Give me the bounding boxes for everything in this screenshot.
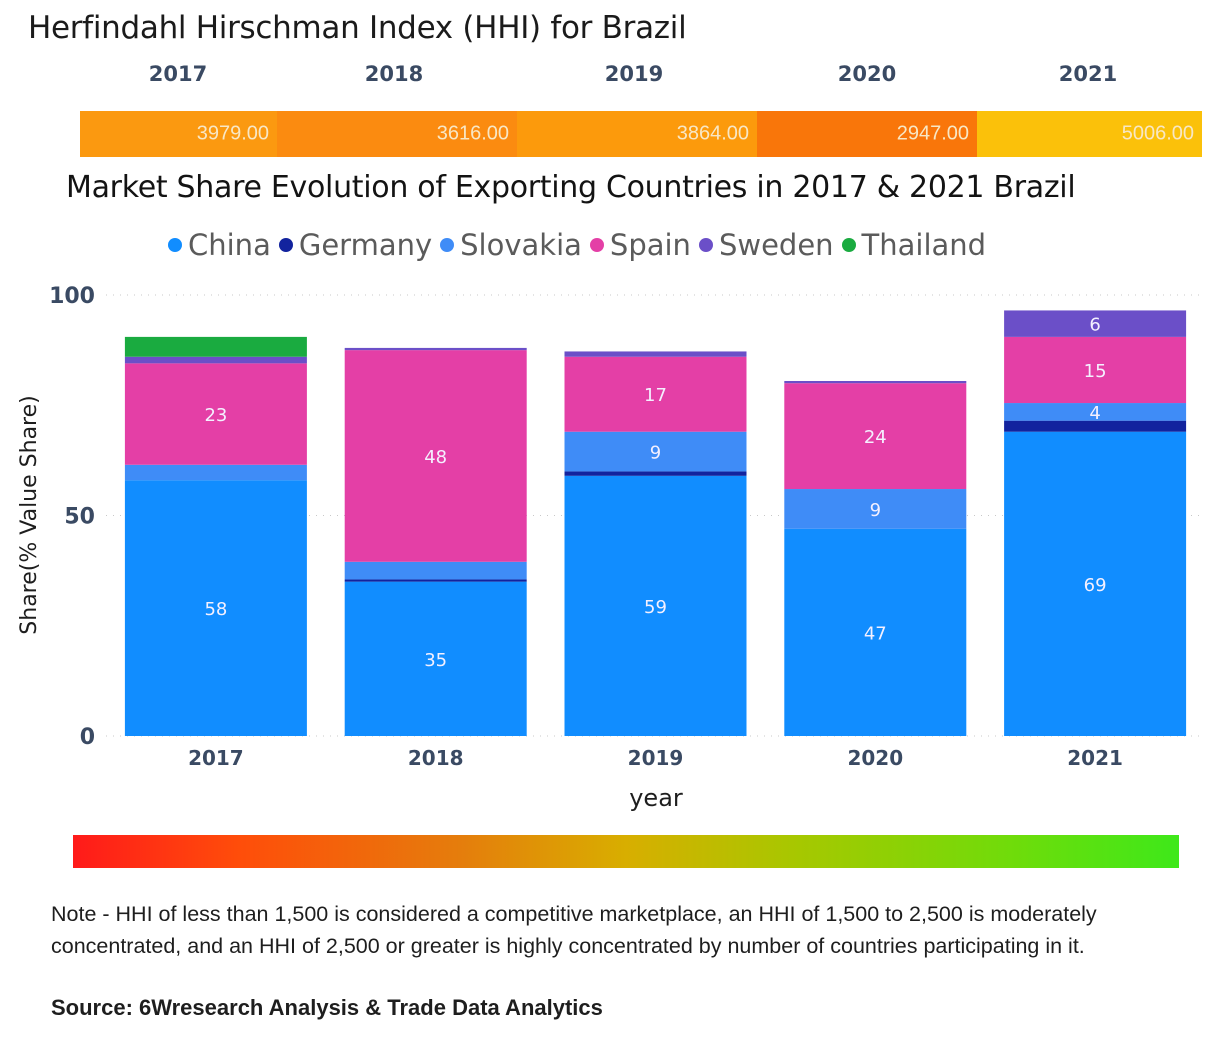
chart-legend: China Germany Slovakia Spain Sweden Thailand [168, 228, 994, 262]
hhi-year-label: 2018 [364, 62, 424, 86]
hhi-cell: 3864.00 [517, 111, 757, 157]
data-label: 15 [1084, 361, 1107, 382]
legend-item-china[interactable]: China [168, 228, 271, 262]
bar-segment-china-2017 [124, 480, 307, 736]
hhi-cell: 3616.00 [277, 111, 517, 157]
bar-segment-slovakia-2021 [1004, 403, 1187, 421]
bar-segment-germany-2019 [564, 471, 747, 476]
bar-segment-sweden-2021 [1004, 310, 1187, 337]
y-tick-label: 100 [49, 284, 95, 309]
data-label: 47 [864, 623, 887, 644]
data-label: 59 [644, 597, 667, 618]
data-label: 17 [644, 385, 667, 406]
legend-label: Germany [298, 228, 433, 262]
legend-item-spain[interactable]: Spain [589, 228, 691, 262]
bar-segment-sweden-2019 [564, 351, 747, 357]
chart-title: Market Share Evolution of Exporting Coun… [66, 170, 1076, 205]
legend-dot-icon [841, 238, 856, 252]
bar-segment-china-2021 [1004, 431, 1187, 736]
legend-dot-icon [168, 238, 182, 252]
data-label: 48 [424, 447, 447, 468]
hhi-year-label: 2019 [604, 62, 664, 86]
data-label: 23 [204, 405, 227, 426]
bar-segment-germany-2018 [344, 579, 527, 582]
data-label: 6 [1089, 315, 1100, 336]
bar-segment-spain-2021 [1004, 336, 1187, 404]
hhi-cell: 2947.00 [757, 111, 977, 157]
hhi-cell: 3979.00 [80, 111, 277, 157]
legend-label: Slovakia [460, 228, 582, 262]
y-axis-title: Share(% Value Share) [17, 395, 42, 634]
data-label: 9 [650, 443, 661, 464]
bar-segment-china-2018 [344, 581, 527, 736]
hhi-value: 3979.00 [196, 122, 269, 145]
bar-segment-china-2019 [564, 475, 747, 736]
legend-item-sweden[interactable]: Sweden [698, 228, 834, 262]
bar-segment-slovakia-2017 [124, 464, 307, 481]
data-label: 9 [870, 500, 881, 521]
data-label: 69 [1084, 575, 1107, 596]
bar-segment-spain-2020 [784, 383, 967, 490]
x-axis-title: year [629, 784, 683, 812]
data-label: 4 [1089, 403, 1100, 424]
x-tick-label: 2018 [408, 746, 464, 770]
hhi-value: 5006.00 [1121, 122, 1194, 145]
legend-item-slovakia[interactable]: Slovakia [440, 228, 582, 262]
hhi-value: 2947.00 [896, 122, 969, 145]
bar-segment-slovakia-2019 [564, 431, 747, 472]
data-label: 24 [864, 427, 887, 448]
hhi-value: 3864.00 [676, 122, 749, 145]
bar-segment-thailand-2017 [124, 336, 307, 357]
legend-dot-icon [278, 238, 293, 252]
hhi-color-scale [73, 835, 1179, 868]
legend-label: Sweden [718, 228, 834, 262]
hhi-cell: 5006.00 [977, 111, 1202, 157]
data-label: 35 [424, 650, 447, 671]
bar-segment-spain-2019 [564, 356, 747, 432]
x-tick-label: 2021 [1067, 746, 1123, 770]
stacked-bar-chart: 0 50 100 Share(% Value Share) 58 23 2017 35 48 20… [17, 284, 1205, 812]
source-text: Source: 6Wresearch Analysis & Trade Data… [51, 995, 603, 1020]
data-label: 58 [204, 599, 227, 620]
bar-segment-sweden-2018 [344, 347, 527, 351]
x-tick-label: 2020 [847, 746, 903, 770]
bar-segment-slovakia-2018 [344, 561, 527, 580]
hhi-year-label: 2020 [837, 62, 897, 86]
legend-dot-icon [698, 238, 713, 252]
legend-item-thailand[interactable]: Thailand [841, 228, 987, 262]
bar-segment-slovakia-2020 [784, 489, 967, 529]
hhi-year-row: 2017 2018 2019 2020 2021 [80, 62, 1202, 96]
hhi-value-strip: 3979.00 3616.00 3864.00 2947.00 5006.00 [80, 111, 1202, 157]
hhi-year-label: 2021 [1058, 62, 1118, 86]
bar-segment-china-2020 [784, 528, 967, 736]
bar-segment-sweden-2017 [124, 356, 307, 364]
legend-item-germany[interactable]: Germany [278, 228, 433, 262]
x-tick-label: 2017 [188, 746, 244, 770]
legend-dot-icon [440, 238, 455, 252]
bar-segment-germany-2021 [1004, 420, 1187, 432]
bar-segment-sweden-2020 [784, 380, 967, 384]
note-text: Note - HHI of less than 1,500 is conside… [51, 902, 1097, 958]
x-tick-label: 2019 [628, 746, 684, 770]
y-tick-label: 0 [80, 725, 95, 750]
bar-segment-spain-2018 [344, 350, 527, 562]
legend-dot-icon [589, 238, 604, 252]
bar-segment-spain-2017 [124, 363, 307, 465]
legend-label: Spain [609, 228, 691, 262]
legend-label: Thailand [861, 228, 987, 262]
hhi-title: Herfindahl Hirschman Index (HHI) for Bra… [28, 10, 687, 46]
legend-label: China [188, 228, 271, 262]
hhi-value: 3616.00 [436, 122, 509, 145]
y-tick-label: 50 [64, 505, 95, 530]
hhi-year-label: 2017 [148, 62, 208, 86]
